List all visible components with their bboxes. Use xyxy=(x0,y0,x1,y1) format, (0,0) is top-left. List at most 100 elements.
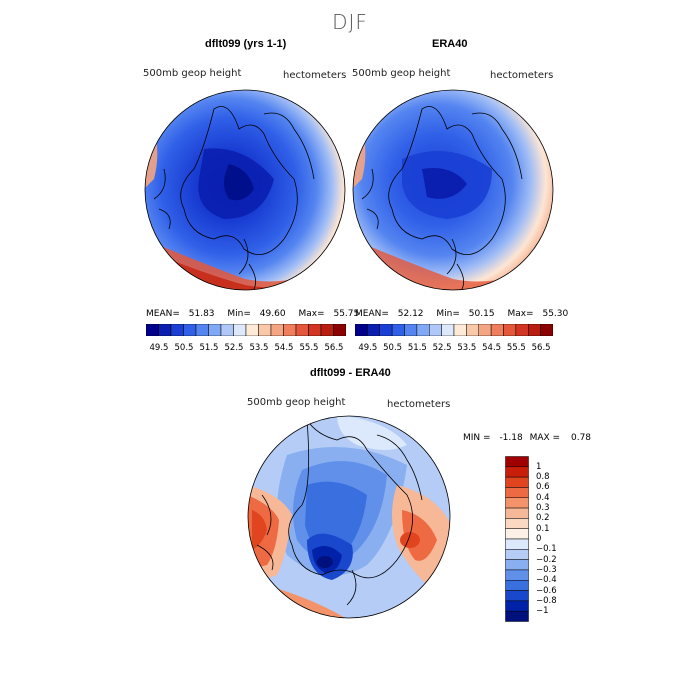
panel-2-colorbar-swatches xyxy=(354,323,554,337)
panel-1-title: dflt099 (yrs 1-1) xyxy=(205,38,287,50)
colorbar-tick-label: 49.5 xyxy=(358,343,378,353)
panel-1-colorbar: 49.5 50.5 51.5 52.5 53.5 54.5 55.5 56.5 xyxy=(145,323,347,353)
panel-3-variable-label: 500mb geop height xyxy=(247,397,346,408)
panel-1-max-label: Max= xyxy=(298,309,325,319)
panel-1-min-label: Min= xyxy=(227,309,251,319)
colorbar-swatch xyxy=(505,497,529,509)
panel-3-colorbar xyxy=(505,456,529,622)
colorbar-swatch xyxy=(158,323,172,337)
colorbar-swatch xyxy=(505,456,529,468)
panel-2-mean-label: MEAN= xyxy=(355,309,389,319)
colorbar-swatch xyxy=(505,559,529,571)
colorbar-swatch xyxy=(490,323,504,337)
panel-2-max-label: Max= xyxy=(507,309,534,319)
panel-2-colorbar: 49.5 50.5 51.5 52.5 53.5 54.5 55.5 56.5 xyxy=(354,323,554,353)
panel-1-colorbar-swatches xyxy=(145,323,347,337)
panel-2-map xyxy=(352,89,554,291)
colorbar-tick-label: 54.5 xyxy=(482,343,502,353)
panel-1-stats: MEAN= 51.83 Min= 49.60 Max= 55.75 xyxy=(146,309,359,319)
panel-1-min-value: 49.60 xyxy=(259,309,286,319)
colorbar-swatch xyxy=(515,323,529,337)
panel-1-mean-value: 51.83 xyxy=(188,309,215,319)
colorbar-tick-label: −1 xyxy=(536,606,549,617)
colorbar-swatch xyxy=(270,323,284,337)
colorbar-swatch xyxy=(145,323,159,337)
colorbar-tick-label: 50.5 xyxy=(174,343,194,353)
colorbar-tick-label: 0.2 xyxy=(536,513,550,524)
panel-1-variable-label: 500mb geop height xyxy=(143,68,242,79)
panel-2-mean-value: 52.12 xyxy=(397,309,424,319)
colorbar-swatch xyxy=(170,323,184,337)
colorbar-swatch xyxy=(505,610,529,622)
colorbar-tick-label: −0.1 xyxy=(536,544,557,555)
panel-1-map xyxy=(144,89,346,291)
colorbar-swatch xyxy=(505,600,529,612)
panel-2-units-label: hectometers xyxy=(490,70,554,81)
colorbar-swatch xyxy=(503,323,517,337)
colorbar-tick-label: 0.4 xyxy=(536,492,550,503)
figure-title: DJF xyxy=(332,10,368,34)
colorbar-tick-label: 51.5 xyxy=(407,343,427,353)
colorbar-swatch xyxy=(453,323,467,337)
colorbar-swatch xyxy=(220,323,234,337)
panel-2-title: ERA40 xyxy=(432,38,468,50)
colorbar-tick-label: 56.5 xyxy=(531,343,551,353)
colorbar-tick-label: 56.5 xyxy=(324,343,344,353)
colorbar-swatch xyxy=(404,323,418,337)
colorbar-tick-label: 0.3 xyxy=(536,503,550,514)
colorbar-swatch xyxy=(354,323,368,337)
colorbar-swatch xyxy=(320,323,334,337)
colorbar-swatch xyxy=(379,323,393,337)
panel-2-min-label: Min= xyxy=(436,309,460,319)
panel-2-variable-label: 500mb geop height xyxy=(352,68,451,79)
colorbar-swatch xyxy=(429,323,442,337)
colorbar-tick-label: 0.8 xyxy=(536,472,550,483)
panel-3-stats: MIN = -1.18 MAX = 0.78 xyxy=(463,433,591,443)
colorbar-tick-label: 55.5 xyxy=(506,343,526,353)
colorbar-swatch xyxy=(505,518,529,529)
colorbar-swatch xyxy=(505,487,529,498)
colorbar-tick-label: 53.5 xyxy=(457,343,477,353)
panel-1-mean-label: MEAN= xyxy=(146,309,180,319)
colorbar-swatch xyxy=(183,323,197,337)
colorbar-swatch xyxy=(505,590,529,602)
colorbar-swatch xyxy=(195,323,209,337)
colorbar-tick-label: 52.5 xyxy=(224,343,244,353)
colorbar-tick-label: 54.5 xyxy=(274,343,294,353)
colorbar-swatch xyxy=(505,507,529,519)
colorbar-swatch xyxy=(505,538,529,550)
panel-2-stats: MEAN= 52.12 Min= 50.15 Max= 55.30 xyxy=(355,309,568,319)
colorbar-swatch xyxy=(233,323,247,337)
colorbar-swatch xyxy=(466,323,479,337)
colorbar-tick-label: 49.5 xyxy=(149,343,169,353)
colorbar-swatch xyxy=(295,323,309,337)
colorbar-tick-label: 53.5 xyxy=(249,343,269,353)
colorbar-tick-label: −0.6 xyxy=(536,585,557,596)
colorbar-swatch xyxy=(505,580,529,591)
panel-3-max-label: MAX = xyxy=(529,433,561,443)
colorbar-swatch xyxy=(283,323,297,337)
panel-2-min-value: 50.15 xyxy=(468,309,495,319)
panel-3-title: dflt099 - ERA40 xyxy=(310,367,391,379)
colorbar-tick-label: 50.5 xyxy=(383,343,403,353)
colorbar-tick-label: 0.1 xyxy=(536,523,550,534)
panel-1-units-label: hectometers xyxy=(283,70,347,81)
colorbar-swatch xyxy=(258,323,272,337)
colorbar-swatch xyxy=(245,323,259,337)
colorbar-tick-label: 51.5 xyxy=(199,343,219,353)
colorbar-tick-label: −0.2 xyxy=(536,554,557,565)
colorbar-swatch xyxy=(505,466,529,478)
colorbar-swatch xyxy=(208,323,222,337)
panel-2-colorbar-labels: 49.5 50.5 51.5 52.5 53.5 54.5 55.5 56.5 xyxy=(355,341,553,353)
colorbar-swatch xyxy=(505,476,529,488)
panel-1-colorbar-labels: 49.5 50.5 51.5 52.5 53.5 54.5 55.5 56.5 xyxy=(146,341,346,353)
colorbar-swatch xyxy=(441,323,455,337)
colorbar-tick-label: −0.8 xyxy=(536,595,557,606)
panel-3-map xyxy=(247,415,451,619)
panel-3-max-value: 0.78 xyxy=(570,433,592,443)
panel-3-min-label: MIN = xyxy=(463,433,491,443)
colorbar-swatch xyxy=(505,528,529,540)
colorbar-tick-label: −0.3 xyxy=(536,564,557,575)
panel-3-colorbar-labels: 1 0.8 0.6 0.4 0.3 0.2 0.1 0 −0.1 −0.2 −0.3 −0.4 −0.6… xyxy=(536,456,576,622)
colorbar-tick-label: 1 xyxy=(536,461,542,472)
